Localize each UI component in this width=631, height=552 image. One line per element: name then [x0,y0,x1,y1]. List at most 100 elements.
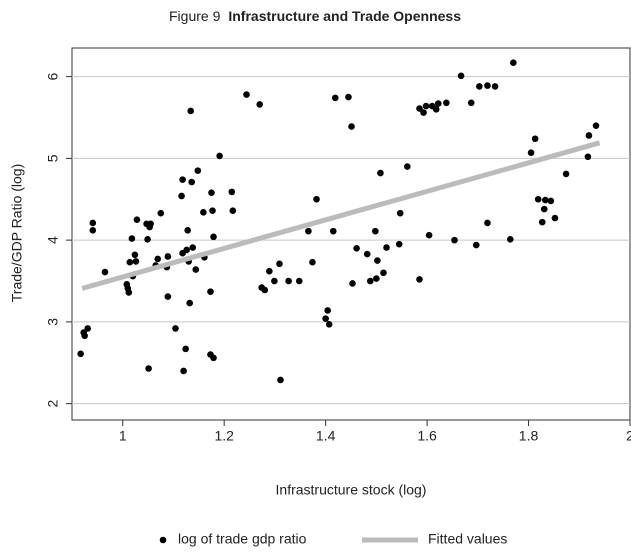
scatter-point [373,275,380,282]
scatter-point [313,195,320,203]
legend-label: Fitted values [428,531,507,547]
scatter-point [467,99,475,107]
scatter-point [187,107,195,115]
legend-label: log of trade gdp ratio [178,531,307,547]
scatter-point [228,188,236,196]
scatter-point [133,216,141,223]
scatter-point [325,321,333,328]
scatter-point [144,236,151,243]
scatter-point [276,260,283,268]
scatter-point [200,209,207,216]
x-axis-label: Infrastructure stock (log) [276,482,427,498]
scatter-point [77,350,84,358]
scatter-point [366,277,374,285]
scatter-point [551,214,559,222]
x-tick-label: 2 [626,428,631,444]
scatter-point [345,93,352,101]
scatter-point [208,189,215,197]
scatter-point [131,251,139,259]
y-tick-label: 3 [45,318,61,326]
scatter-point [349,280,356,287]
scatter-point [416,276,423,283]
scatter-point [182,345,189,353]
scatter-point [420,109,427,116]
scatter-point [404,163,411,170]
scatter-point [89,219,97,227]
scatter-point [380,269,387,277]
scatter-point [261,286,269,294]
scatter-point [305,227,312,235]
scatter-point [484,82,491,89]
scatter-point [271,277,278,285]
scatter-point [172,325,179,332]
y-tick-label: 4 [45,236,61,244]
y-tick-label: 5 [45,154,61,162]
scatter-point [179,176,186,183]
scatter-point [216,152,223,160]
scatter-point [145,365,152,372]
scatter-point [348,123,355,130]
scatter-point [192,266,200,273]
scatter-point [329,227,337,235]
scatter-point [188,178,196,186]
y-tick-label: 2 [45,400,61,408]
scatter-point [194,167,202,174]
scatter-point [243,91,250,98]
scatter-point [451,236,458,244]
scatter-point [540,205,548,213]
y-tick-label: 6 [45,73,61,81]
legend-swatch [159,536,167,544]
scatter-point [157,209,165,217]
scatter-point [432,106,440,113]
scatter-point [210,233,217,241]
scatter-point [425,231,433,239]
scatter-point [457,72,465,80]
scatter-point [277,376,284,384]
scatter-point [377,169,384,177]
scatter-point [531,135,539,143]
scatter-point [562,170,570,178]
scatter-point [472,241,480,249]
scatter-point [189,244,197,251]
scatter-point [584,153,592,161]
scatter-point [592,122,600,129]
scatter-point [266,267,273,275]
scatter-point [164,253,172,260]
figure-label: Figure 9 [169,8,221,24]
chart-title: Figure 9 Infrastructure and Trade Opennes… [169,8,461,24]
scatter-point [126,258,134,266]
scatter-point [180,367,187,375]
scatter-point [84,325,92,332]
scatter-point [331,94,339,102]
scatter-point [164,293,172,300]
scatter-point [476,83,483,90]
scatter-point [443,99,450,107]
scatter-point [101,268,109,276]
scatter-point [383,244,390,251]
scatter-point [353,245,360,252]
scatter-point [295,277,303,285]
x-tick-label: 1.6 [417,428,437,444]
x-tick-label: 1 [119,428,127,444]
scatter-point [538,218,546,226]
scatter-point [207,288,214,295]
scatter-point [534,195,542,203]
x-tick-label: 1.8 [519,428,539,444]
scatter-point [322,315,329,322]
scatter-point [547,197,555,205]
scatter-point [209,207,216,214]
scatter-point [541,196,549,204]
scatter-point [125,289,133,296]
scatter-point [89,227,97,234]
plot-frame [71,47,631,421]
scatter-point [128,235,136,242]
scatter-point [484,219,491,227]
scatter-point [132,258,140,265]
scatter-point [434,100,442,107]
scatter-point [510,59,517,67]
scatter-point [186,299,193,307]
scatter-point [363,250,371,258]
scatter-point [374,257,381,264]
scatter-point [396,209,404,217]
